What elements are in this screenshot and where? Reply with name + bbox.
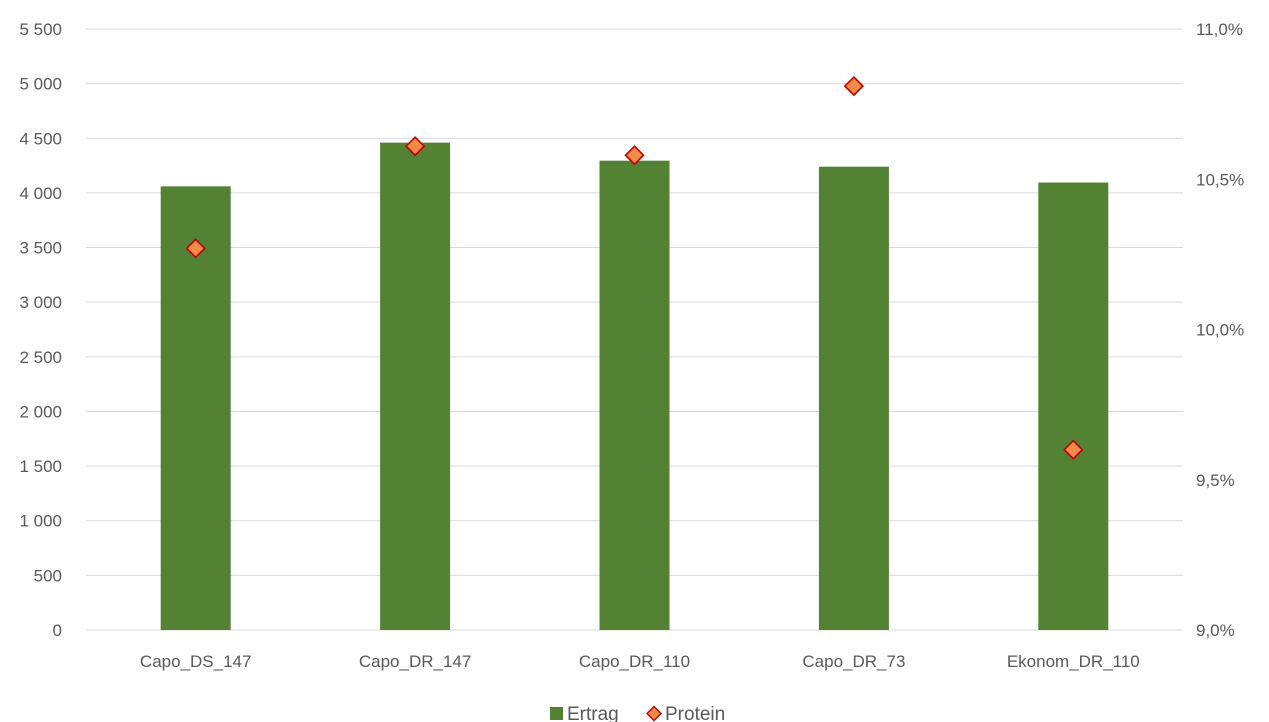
y-left-tick-label: 4 500 bbox=[19, 129, 62, 148]
y-left-tick-label: 3 000 bbox=[19, 293, 62, 312]
y-left-tick-label: 4 000 bbox=[19, 184, 62, 203]
legend-label-protein: Protein bbox=[665, 704, 725, 722]
y-left-tick-label: 1 000 bbox=[19, 512, 62, 531]
protein-marker bbox=[843, 75, 865, 97]
y-axis-right: 9,0% 9,5% 10,0% 10,5% 11,0% bbox=[1196, 20, 1244, 640]
bar bbox=[818, 166, 889, 630]
y-right-tick-label: 9,0% bbox=[1196, 621, 1235, 640]
protein-marker bbox=[185, 238, 206, 259]
x-tick-label: Ekonom_DR_110 bbox=[1007, 652, 1140, 671]
x-axis: Capo_DS_147 Capo_DR_147 Capo_DR_110 Capo_DR… bbox=[140, 652, 1140, 671]
x-tick-label: Capo_DR_147 bbox=[359, 652, 471, 671]
y-left-tick-label: 3 500 bbox=[19, 239, 62, 258]
legend: Ertrag Protein bbox=[550, 704, 725, 722]
bar bbox=[1038, 182, 1109, 630]
y-left-tick-label: 2 000 bbox=[19, 402, 62, 421]
y-left-tick-label: 2 500 bbox=[19, 348, 62, 367]
legend-label-ertrag: Ertrag bbox=[567, 704, 619, 722]
protein-marker bbox=[1063, 439, 1084, 460]
protein-marker bbox=[404, 136, 426, 157]
bar-series-ertrag bbox=[160, 142, 1109, 631]
y-right-tick-label: 9,5% bbox=[1196, 471, 1235, 490]
legend-swatch-protein bbox=[646, 705, 662, 722]
legend-swatch-ertrag bbox=[550, 707, 563, 720]
y-left-tick-label: 5 000 bbox=[19, 75, 62, 94]
x-tick-label: Capo_DS_147 bbox=[140, 652, 252, 671]
bar bbox=[380, 142, 451, 631]
x-tick-label: Capo_DR_73 bbox=[802, 652, 905, 671]
y-left-tick-label: 5 500 bbox=[19, 20, 62, 39]
y-axis-left: 0 500 1 000 1 500 2 000 2 500 3 000 3 500 4 000 4… bbox=[19, 20, 62, 640]
y-left-tick-label: 0 bbox=[53, 621, 62, 640]
x-tick-label: Capo_DR_110 bbox=[579, 652, 690, 671]
bar bbox=[160, 186, 231, 630]
y-right-tick-label: 10,5% bbox=[1196, 170, 1244, 189]
y-right-tick-label: 10,0% bbox=[1196, 321, 1244, 340]
bar bbox=[599, 160, 670, 630]
protein-marker bbox=[624, 145, 645, 166]
y-left-tick-label: 1 500 bbox=[19, 457, 62, 476]
y-right-tick-label: 11,0% bbox=[1196, 20, 1243, 39]
marker-series-protein bbox=[185, 75, 1084, 460]
y-left-tick-label: 500 bbox=[34, 566, 62, 585]
